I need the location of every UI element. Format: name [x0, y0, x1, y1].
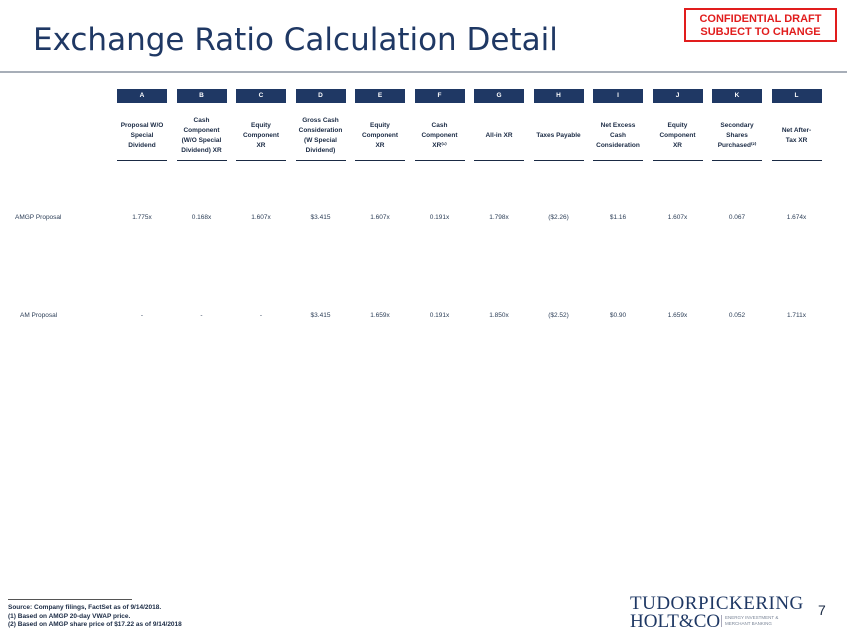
confidential-line-1: CONFIDENTIAL DRAFT — [699, 13, 822, 25]
table-cell: 1.798x — [489, 214, 509, 221]
row-label: AM Proposal — [20, 312, 58, 319]
title-divider — [0, 71, 847, 73]
column-header-b: Cash Component (W/O Special Dividend) XR — [181, 117, 222, 154]
table-cell: 0.052 — [728, 312, 746, 319]
column-underline — [117, 160, 167, 161]
column-letter-i: I — [593, 89, 643, 103]
logo-tagline: ENERGY INVESTMENT & MERCHANT BANKING — [721, 615, 778, 627]
column-letter-k: K — [712, 89, 762, 103]
column-letter-c: C — [236, 89, 286, 103]
column-letter-e: E — [355, 89, 405, 103]
table-cell: $3.415 — [310, 214, 331, 221]
table-cell: - — [200, 312, 203, 319]
column-header-g: All-in XR — [485, 132, 513, 139]
column-letter-h: H — [533, 89, 584, 103]
company-logo: TUDORPICKERING HOLT&CO ENERGY INVESTMENT… — [630, 593, 803, 632]
table-cell: $3.415 — [310, 312, 331, 319]
table-cell: 1.659x — [667, 312, 688, 319]
confidential-line-2: SUBJECT TO CHANGE — [700, 26, 821, 38]
column-underline — [533, 160, 584, 161]
table-cell: - — [259, 312, 263, 319]
column-letter-j: J — [652, 89, 703, 103]
column-header-f: Cash Component XR⁽¹⁾ — [421, 122, 458, 149]
table-cell: 1.850x — [489, 312, 509, 319]
column-underline — [176, 160, 227, 161]
footnote-divider — [8, 599, 132, 600]
column-underline — [414, 160, 465, 161]
column-header-d: Gross Cash Consideration (W Special Divi… — [298, 117, 343, 154]
footnote-source: Source: Company filings, FactSet as of 9… — [8, 604, 162, 611]
table-cell: 0.191x — [429, 312, 450, 319]
column-underline — [593, 160, 643, 161]
table-cell: ($2.52) — [548, 312, 569, 319]
footnote-2: (2) Based on AMGP share price of $17.22 … — [8, 621, 182, 628]
logo-line-2: HOLT&CO — [630, 611, 721, 632]
column-underline — [355, 160, 405, 161]
column-letter-a: A — [117, 89, 167, 103]
column-header-a: Proposal W/O Special Dividend — [120, 122, 164, 149]
table-cell: 0.191x — [429, 214, 450, 221]
column-header-l: Net After- Tax XR — [781, 127, 812, 144]
row-label: AMGP Proposal — [15, 214, 62, 221]
table-cell: $0.90 — [609, 312, 627, 319]
column-header-c: Equity Component XR — [242, 122, 280, 149]
column-underline — [712, 160, 762, 161]
table-cell: ($2.26) — [548, 214, 569, 221]
column-header-i: Net Excess Cash Consideration — [596, 122, 640, 149]
table-cell: 0.168x — [191, 214, 212, 221]
column-letter-f: F — [414, 89, 465, 103]
column-underline — [771, 160, 822, 161]
column-underline — [236, 160, 286, 161]
page-number: 7 — [818, 602, 826, 618]
column-underline — [474, 160, 524, 161]
column-underline — [295, 160, 346, 161]
table-cell: 1.775x — [132, 214, 152, 221]
column-header-h: Taxes Payable — [536, 132, 581, 139]
column-letter-d: D — [295, 89, 346, 103]
column-header-k: Secondary Shares Purchased⁽²⁾ — [717, 122, 757, 149]
column-underline — [652, 160, 703, 161]
column-header-j: Equity Component XR — [659, 122, 696, 149]
footnote-1: (1) Based on AMGP 20-day VWAP price. — [8, 612, 131, 620]
column-letter-b: B — [176, 89, 227, 103]
table-cell: 1.607x — [370, 214, 390, 221]
column-header-e: Equity Component XR — [361, 122, 399, 149]
confidential-badge: CONFIDENTIAL DRAFT SUBJECT TO CHANGE — [684, 8, 837, 42]
footnotes: Source: Company filings, FactSet as of 9… — [8, 604, 182, 630]
table-cell: 1.711x — [786, 312, 807, 319]
table-cell: $1.16 — [609, 214, 627, 221]
column-letter-g: G — [474, 89, 524, 103]
page-title: Exchange Ratio Calculation Detail — [33, 22, 558, 58]
logo-line-1: TUDORPICKERING — [630, 593, 804, 614]
table-cell: - — [140, 312, 144, 319]
table-cell: 1.607x — [667, 214, 688, 221]
table-cell: 0.067 — [728, 214, 746, 221]
table-cell: 1.607x — [251, 214, 271, 221]
table-cell: 1.674x — [786, 214, 807, 221]
table-cell: 1.659x — [370, 312, 390, 319]
column-letter-l: L — [771, 89, 822, 103]
